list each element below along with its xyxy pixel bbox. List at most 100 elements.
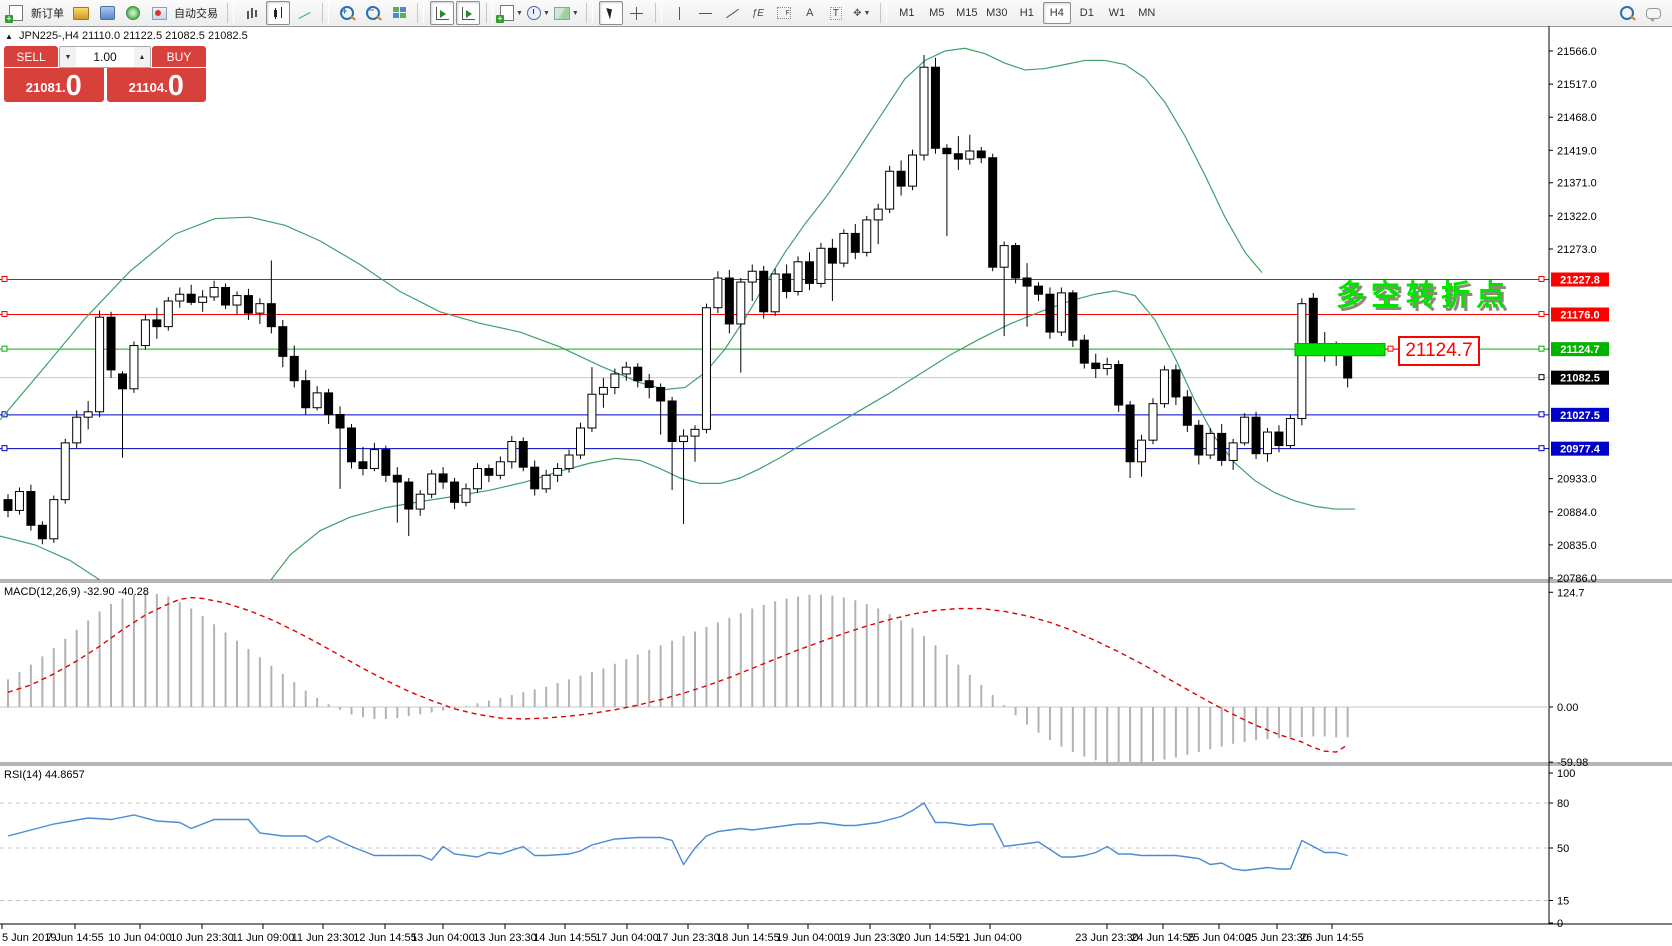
autotrading-icon bbox=[151, 6, 167, 20]
timeframe-h4[interactable]: H4 bbox=[1042, 2, 1071, 24]
chart-header: ▲ JPN225-,H4 21110.0 21122.5 21082.5 210… bbox=[5, 30, 248, 42]
bear-candle bbox=[1251, 416, 1261, 455]
bull-candle bbox=[610, 373, 620, 388]
candlestick-chart-button[interactable] bbox=[266, 1, 290, 25]
bull-candle bbox=[1228, 442, 1238, 461]
new-order-label[interactable]: 新订单 bbox=[31, 8, 64, 20]
lower-band-line bbox=[0, 290, 1355, 580]
time-tick-label: 11 Jun 09:00 bbox=[232, 932, 295, 944]
bull-candle bbox=[60, 442, 70, 501]
bear-candle bbox=[805, 261, 814, 284]
price-line-label: 21027.5 bbox=[1560, 410, 1600, 422]
collapse-one-click-icon[interactable]: ▲ bbox=[5, 32, 13, 41]
price-tick-label: 20835.0 bbox=[1557, 540, 1597, 552]
timeframe-m15[interactable]: M15 bbox=[956, 7, 978, 19]
hline-handle[interactable] bbox=[1, 345, 8, 352]
line-chart-button[interactable] bbox=[292, 1, 316, 25]
strategy-tester-button[interactable] bbox=[121, 1, 145, 25]
zoom-in-button[interactable] bbox=[335, 1, 359, 25]
timeframe-m30[interactable]: M30 bbox=[986, 7, 1008, 19]
text-label-button[interactable]: T bbox=[824, 1, 848, 25]
time-tick-label: 5 Jun 2019 bbox=[2, 932, 56, 944]
hline-handle[interactable] bbox=[1, 275, 8, 282]
bull-candle bbox=[701, 307, 711, 430]
periods-button[interactable]: ▼ bbox=[526, 1, 551, 25]
new-order-button[interactable]: + bbox=[4, 1, 28, 25]
bull-candle bbox=[427, 473, 437, 495]
timeframe-h1[interactable]: H1 bbox=[1019, 7, 1034, 19]
price-line-badge bbox=[1551, 342, 1609, 357]
time-tick-label: 11 Jun 23:30 bbox=[292, 932, 355, 944]
bull-candle bbox=[232, 295, 242, 306]
zoom-out-button[interactable] bbox=[361, 1, 385, 25]
sell-price-button[interactable]: 21081. 0 bbox=[4, 68, 104, 102]
volume-down-button[interactable]: ▼ bbox=[60, 47, 76, 67]
bull-candle bbox=[839, 232, 849, 264]
bear-candle bbox=[633, 366, 643, 382]
bull-candle bbox=[95, 316, 105, 413]
arrows-button[interactable]: ✥ ▼ bbox=[853, 7, 871, 19]
buy-price-button[interactable]: 21104. 0 bbox=[106, 68, 206, 102]
auto-scroll-icon bbox=[435, 6, 449, 20]
bear-candle bbox=[381, 449, 391, 476]
bear-candle bbox=[450, 481, 460, 503]
text-button[interactable]: A bbox=[798, 1, 822, 25]
chat-icon bbox=[1645, 7, 1661, 22]
volume-input[interactable] bbox=[76, 47, 134, 67]
bull-candle bbox=[541, 474, 551, 490]
price-line-label: 21082.5 bbox=[1560, 373, 1600, 385]
timeframe-d1[interactable]: D1 bbox=[1079, 7, 1094, 19]
zoom-in-icon bbox=[340, 6, 354, 20]
bull-candle bbox=[999, 245, 1009, 268]
cursor-button[interactable] bbox=[598, 1, 623, 25]
autotrading-label[interactable]: 自动交易 bbox=[174, 8, 218, 20]
price-tick-label: 21371.0 bbox=[1557, 178, 1597, 190]
price-tick-label: 21517.0 bbox=[1557, 79, 1597, 91]
price-line-badge bbox=[1551, 307, 1609, 322]
timeframe-m1[interactable]: M1 bbox=[899, 7, 915, 19]
vertical-line-button[interactable] bbox=[668, 1, 692, 25]
timeframe-mn[interactable]: MN bbox=[1138, 7, 1156, 19]
chat-button[interactable] bbox=[1641, 1, 1665, 25]
bear-candle bbox=[827, 247, 837, 264]
buy-button[interactable]: BUY bbox=[152, 46, 206, 68]
trendline-button[interactable] bbox=[720, 1, 744, 25]
crosshair-button[interactable] bbox=[625, 1, 649, 25]
fibonacci-button[interactable]: F bbox=[772, 1, 796, 25]
templates-button[interactable]: ▼ bbox=[553, 1, 580, 25]
hline-handle[interactable] bbox=[1, 310, 8, 317]
chart-canvas[interactable]: 21566.0 21517.0 21468.0 21419.0 21371.0 21322… bbox=[0, 26, 1672, 946]
bull-candle bbox=[175, 293, 185, 302]
bear-candle bbox=[324, 392, 334, 415]
bear-candle bbox=[930, 66, 940, 149]
autotrading-button[interactable] bbox=[147, 1, 171, 25]
auto-scroll-button[interactable] bbox=[430, 1, 454, 25]
timeframe-w1[interactable]: W1 bbox=[1108, 7, 1126, 19]
tile-windows-button[interactable] bbox=[387, 1, 411, 25]
bull-candle bbox=[1159, 369, 1169, 405]
price-tick-label: 21468.0 bbox=[1557, 112, 1597, 124]
market-watch-button[interactable] bbox=[69, 1, 93, 25]
time-tick-label: 17 Jun 04:00 bbox=[595, 932, 659, 944]
bar-chart-button[interactable] bbox=[240, 1, 264, 25]
hline-handle[interactable] bbox=[1, 445, 8, 452]
tile-windows-icon bbox=[392, 7, 406, 19]
new-chart-button[interactable]: + ▼ bbox=[496, 1, 524, 25]
turning-point-annotation[interactable]: 多空转折点 bbox=[1336, 280, 1512, 312]
data-window-button[interactable] bbox=[95, 1, 119, 25]
template-icon bbox=[553, 6, 570, 20]
sell-button[interactable]: SELL bbox=[4, 46, 58, 68]
highlight-rectangle[interactable] bbox=[1294, 343, 1386, 357]
equidistant-channel-button[interactable]: ƒE bbox=[746, 1, 770, 25]
bear-candle bbox=[186, 293, 196, 303]
timeframe-m5[interactable]: M5 bbox=[929, 7, 945, 19]
horizontal-line-button[interactable] bbox=[694, 1, 718, 25]
chart-shift-button[interactable] bbox=[456, 1, 480, 25]
bear-candle bbox=[759, 270, 769, 313]
search-button[interactable] bbox=[1615, 1, 1639, 25]
time-tick-label: 18 Jun 14:55 bbox=[716, 932, 780, 944]
volume-up-button[interactable]: ▲ bbox=[134, 47, 150, 67]
bear-candle bbox=[438, 473, 448, 483]
price-callout-label[interactable]: 21124.7 bbox=[1398, 336, 1480, 366]
bull-candle bbox=[598, 386, 608, 395]
